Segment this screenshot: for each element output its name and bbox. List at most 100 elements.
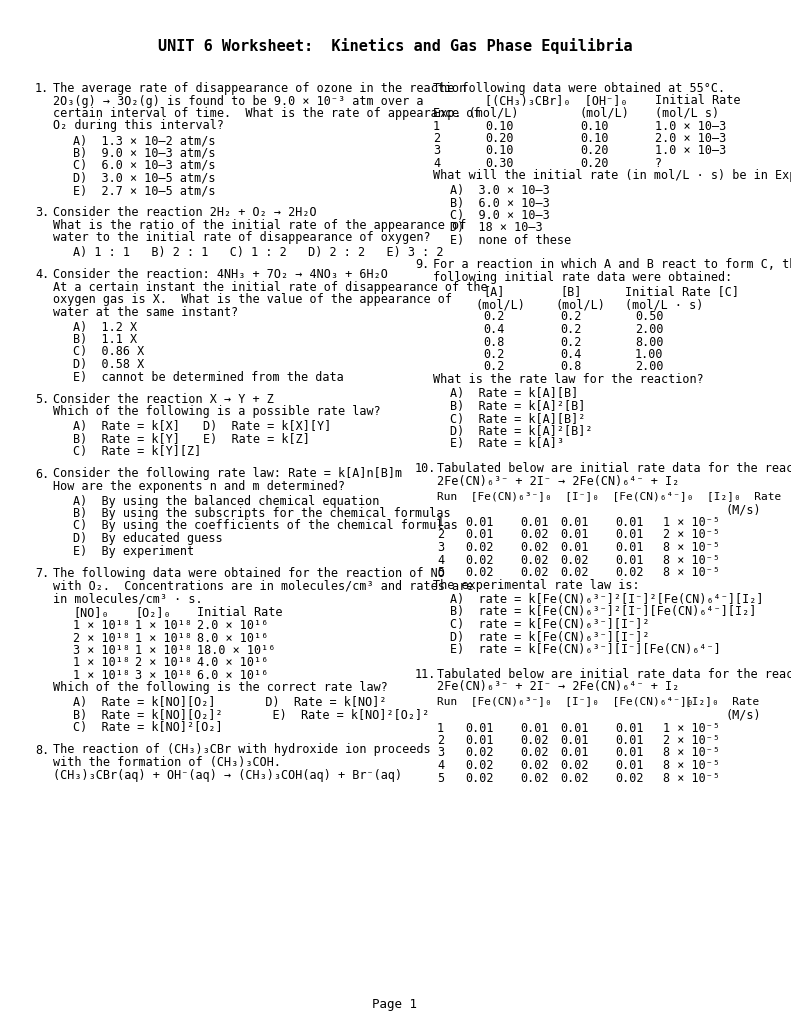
Text: 3 × 10¹⁸: 3 × 10¹⁸ [73, 644, 130, 657]
Text: 0.30: 0.30 [485, 157, 513, 170]
Text: 2: 2 [433, 132, 440, 145]
Text: 3 × 10¹⁸: 3 × 10¹⁸ [135, 669, 192, 682]
Text: 7.: 7. [35, 567, 49, 580]
Text: 0.02: 0.02 [520, 746, 548, 760]
Text: 1 × 10¹⁸: 1 × 10¹⁸ [135, 632, 192, 644]
Text: A)  Rate = k[NO][O₂]       D)  Rate = k[NO]²: A) Rate = k[NO][O₂] D) Rate = k[NO]² [73, 696, 387, 709]
Text: 2: 2 [437, 528, 444, 542]
Text: 2 × 10⁻⁵: 2 × 10⁻⁵ [663, 734, 720, 746]
Text: certain interval of time.  What is the rate of appearance of: certain interval of time. What is the ra… [53, 106, 480, 120]
Text: 0.01: 0.01 [465, 722, 494, 734]
Text: 1: 1 [433, 120, 440, 132]
Text: 0.02: 0.02 [615, 566, 644, 579]
Text: The reaction of (CH₃)₃CBr with hydroxide ion proceeds: The reaction of (CH₃)₃CBr with hydroxide… [53, 743, 430, 757]
Text: 5.: 5. [35, 393, 49, 406]
Text: 1 × 10¹⁸: 1 × 10¹⁸ [73, 618, 130, 632]
Text: 3: 3 [437, 541, 444, 554]
Text: [NO]₀: [NO]₀ [73, 606, 108, 620]
Text: 4: 4 [437, 759, 444, 772]
Text: 0.01: 0.01 [560, 541, 589, 554]
Text: Consider the reaction X → Y + Z: Consider the reaction X → Y + Z [53, 393, 274, 406]
Text: 0.02: 0.02 [615, 771, 644, 784]
Text: 0.02: 0.02 [520, 759, 548, 772]
Text: 1.0 × 10–3: 1.0 × 10–3 [655, 144, 726, 158]
Text: For a reaction in which A and B react to form C, the: For a reaction in which A and B react to… [433, 258, 791, 271]
Text: 0.02: 0.02 [520, 566, 548, 579]
Text: 0.01: 0.01 [615, 746, 644, 760]
Text: D)  Rate = k[X][Y]: D) Rate = k[X][Y] [203, 420, 331, 433]
Text: 0.20: 0.20 [580, 157, 608, 170]
Text: B)  Rate = k[NO][O₂]²       E)  Rate = k[NO]²[O₂]²: B) Rate = k[NO][O₂]² E) Rate = k[NO]²[O₂… [73, 709, 430, 722]
Text: 2 × 10¹⁸: 2 × 10¹⁸ [135, 656, 192, 670]
Text: 5: 5 [437, 771, 444, 784]
Text: D)  0.58 X: D) 0.58 X [73, 358, 144, 371]
Text: 0.2: 0.2 [560, 336, 581, 348]
Text: 1 × 10¹⁸: 1 × 10¹⁸ [135, 644, 192, 657]
Text: 2Fe(CN)₆³⁻ + 2I⁻ → 2Fe(CN)₆⁴⁻ + I₂: 2Fe(CN)₆³⁻ + 2I⁻ → 2Fe(CN)₆⁴⁻ + I₂ [437, 474, 679, 487]
Text: 0.8: 0.8 [483, 336, 505, 348]
Text: What is the ratio of the initial rate of the appearance of: What is the ratio of the initial rate of… [53, 219, 466, 232]
Text: 0.02: 0.02 [520, 541, 548, 554]
Text: O₂ during this interval?: O₂ during this interval? [53, 120, 224, 132]
Text: 0.02: 0.02 [560, 771, 589, 784]
Text: 0.20: 0.20 [580, 144, 608, 158]
Text: 0.01: 0.01 [615, 734, 644, 746]
Text: with O₂.  Concentrations are in molecules/cm³ and rates are: with O₂. Concentrations are in molecules… [53, 580, 473, 593]
Text: C)  Rate = k[A][B]²: C) Rate = k[A][B]² [450, 413, 585, 426]
Text: 6.: 6. [35, 468, 49, 480]
Text: 0.01: 0.01 [560, 722, 589, 734]
Text: 0.02: 0.02 [520, 554, 548, 566]
Text: 8.0 × 10¹⁶: 8.0 × 10¹⁶ [197, 632, 268, 644]
Text: 2.0 × 10¹⁶: 2.0 × 10¹⁶ [197, 618, 268, 632]
Text: 0.01: 0.01 [615, 528, 644, 542]
Text: 0.02: 0.02 [560, 759, 589, 772]
Text: Tabulated below are initial rate data for the reaction: Tabulated below are initial rate data fo… [437, 462, 791, 475]
Text: in molecules/cm³ · s.: in molecules/cm³ · s. [53, 592, 202, 605]
Text: 0.4: 0.4 [483, 323, 505, 336]
Text: What will the initial rate (in mol/L · s) be in Experiment 4?: What will the initial rate (in mol/L · s… [433, 170, 791, 182]
Text: B)  By using the subscripts for the chemical formulas: B) By using the subscripts for the chemi… [73, 507, 451, 520]
Text: 0.01: 0.01 [560, 734, 589, 746]
Text: 9.: 9. [415, 258, 430, 271]
Text: 8.: 8. [35, 743, 49, 757]
Text: Exp. (mol/L): Exp. (mol/L) [433, 106, 518, 120]
Text: 0.01: 0.01 [615, 541, 644, 554]
Text: (mol/L · s): (mol/L · s) [625, 298, 703, 311]
Text: 4.: 4. [35, 268, 49, 282]
Text: UNIT 6 Worksheet:  Kinetics and Gas Phase Equilibria: UNIT 6 Worksheet: Kinetics and Gas Phase… [157, 38, 632, 54]
Text: (mol/L): (mol/L) [475, 298, 525, 311]
Text: 0.02: 0.02 [465, 746, 494, 760]
Text: 5: 5 [437, 566, 444, 579]
Text: 3: 3 [433, 144, 440, 158]
Text: 1 × 10⁻⁵: 1 × 10⁻⁵ [663, 516, 720, 529]
Text: [O₂]₀: [O₂]₀ [135, 606, 171, 620]
Text: 0.01: 0.01 [560, 516, 589, 529]
Text: 1: 1 [437, 722, 444, 734]
Text: 0.01: 0.01 [465, 516, 494, 529]
Text: ?: ? [655, 157, 662, 170]
Text: 0.02: 0.02 [520, 528, 548, 542]
Text: C)  rate = k[Fe(CN)₆³⁻][I⁻]²: C) rate = k[Fe(CN)₆³⁻][I⁻]² [450, 618, 649, 631]
Text: oxygen gas is X.  What is the value of the appearance of: oxygen gas is X. What is the value of th… [53, 294, 452, 306]
Text: 2 × 10¹⁸: 2 × 10¹⁸ [73, 632, 130, 644]
Text: 0.2: 0.2 [483, 348, 505, 361]
Text: 0.2: 0.2 [560, 310, 581, 324]
Text: 2.00: 2.00 [635, 360, 664, 374]
Text: 2 × 10⁻⁵: 2 × 10⁻⁵ [663, 528, 720, 542]
Text: Initial Rate [C]: Initial Rate [C] [625, 286, 739, 299]
Text: Run  [Fe(CN)₆³⁻]₀  [I⁻]₀  [Fe(CN)₆⁴⁻]₀: Run [Fe(CN)₆³⁻]₀ [I⁻]₀ [Fe(CN)₆⁴⁻]₀ [437, 696, 694, 707]
Text: E)  Rate = k[A]³: E) Rate = k[A]³ [450, 437, 564, 451]
Text: Which of the following is the correct rate law?: Which of the following is the correct ra… [53, 682, 388, 694]
Text: 18.0 × 10¹⁶: 18.0 × 10¹⁶ [197, 644, 275, 657]
Text: E)  cannot be determined from the data: E) cannot be determined from the data [73, 371, 344, 384]
Text: 1: 1 [437, 516, 444, 529]
Text: 0.02: 0.02 [560, 566, 589, 579]
Text: (mol/L s): (mol/L s) [655, 106, 719, 120]
Text: 0.50: 0.50 [635, 310, 664, 324]
Text: 0.2: 0.2 [483, 310, 505, 324]
Text: 0.01: 0.01 [520, 722, 548, 734]
Text: 0.10: 0.10 [485, 144, 513, 158]
Text: 11.: 11. [415, 668, 437, 681]
Text: 0.01: 0.01 [520, 516, 548, 529]
Text: (M/s): (M/s) [725, 504, 761, 516]
